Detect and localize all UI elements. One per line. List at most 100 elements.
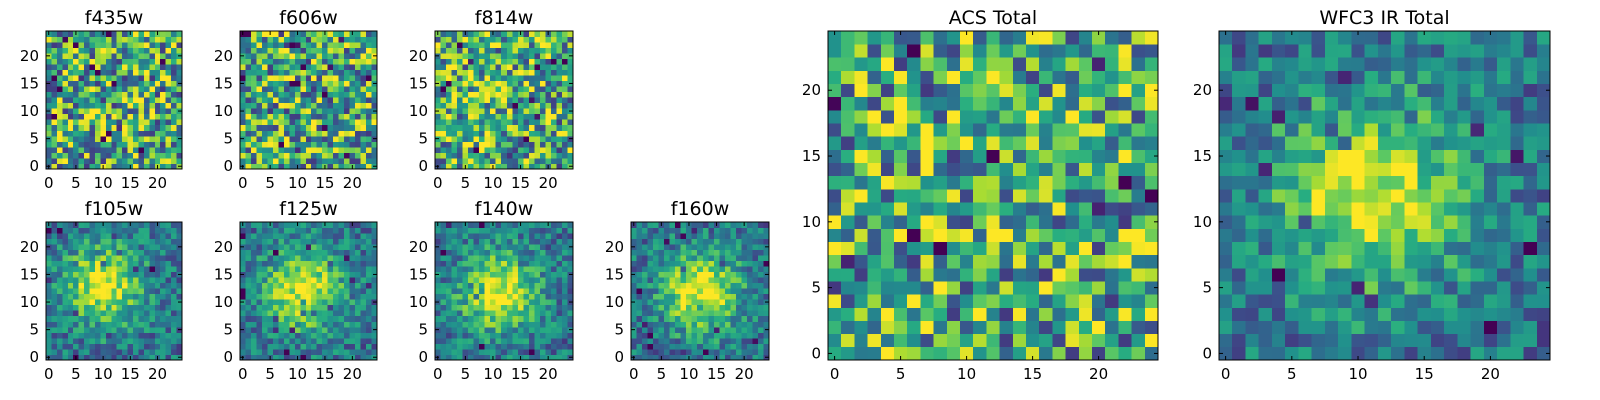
heatmap-cell (999, 346, 1014, 361)
heatmap-cell (664, 293, 671, 300)
heatmap-cell (473, 315, 480, 322)
heatmap-cell (501, 222, 508, 228)
heatmap-cell (440, 266, 447, 273)
heatmap-cell (828, 281, 842, 295)
heatmap-cell (545, 288, 552, 295)
heatmap-cell (289, 91, 296, 98)
heatmap-cell (550, 244, 557, 250)
heatmap-cell (245, 326, 252, 333)
heatmap-cell (355, 135, 361, 142)
heatmap-cell (62, 332, 69, 339)
heatmap-cell (490, 58, 497, 65)
heatmap-cell (479, 337, 486, 344)
heatmap-cell (556, 321, 563, 328)
y-tick-label: 20 (20, 47, 39, 65)
y-tick-label: 0 (614, 348, 624, 366)
heatmap-cell (1026, 320, 1040, 335)
heatmap-cell (1118, 241, 1132, 256)
heatmap-cell (94, 157, 101, 164)
heatmap-cell (880, 215, 895, 229)
heatmap-cell (490, 326, 497, 333)
x-tick-label: 0 (44, 365, 54, 383)
heatmap-cell (289, 343, 296, 350)
heatmap-cell (446, 97, 452, 104)
heatmap-cell (116, 141, 123, 148)
heatmap-cell (176, 97, 183, 104)
heatmap-cell (349, 113, 356, 120)
heatmap-cell (741, 288, 748, 295)
heatmap-cell (1144, 307, 1159, 321)
heatmap-cell (512, 108, 519, 115)
heatmap-cell (62, 249, 69, 256)
heatmap-cell (757, 326, 764, 333)
heatmap-cell (327, 80, 334, 87)
heatmap-cell (495, 53, 502, 59)
heatmap-cell (311, 42, 318, 48)
heatmap-cell (160, 130, 167, 137)
heatmap-cell (283, 304, 290, 311)
heatmap-cell (165, 75, 172, 82)
heatmap-cell (176, 31, 183, 37)
heatmap-cell (133, 321, 139, 328)
heatmap-cell (664, 326, 671, 333)
heatmap-cell (545, 343, 552, 350)
heatmap-cell (636, 288, 643, 295)
heatmap-cell (1026, 162, 1040, 177)
heatmap-cell (556, 53, 563, 59)
heatmap-cell (311, 130, 318, 137)
heatmap-cell (534, 288, 541, 295)
heatmap-cell (240, 64, 246, 71)
heatmap-cell (138, 321, 145, 328)
heatmap-cell (338, 260, 345, 267)
heatmap-cell (78, 332, 85, 339)
heatmap-cell (894, 346, 908, 361)
heatmap-cell (56, 130, 63, 137)
heatmap-cell (1012, 215, 1027, 229)
heatmap-cell (165, 130, 172, 137)
heatmap-cell (165, 47, 172, 54)
heatmap-cell (67, 80, 74, 87)
heatmap-cell (366, 135, 372, 142)
heatmap-cell (946, 267, 961, 282)
heatmap-cell (1065, 241, 1080, 256)
heatmap-cell (105, 255, 112, 262)
heatmap-cell (894, 307, 908, 321)
heatmap-cell (366, 304, 372, 311)
heatmap-cell (933, 228, 948, 242)
heatmap-cell (366, 282, 372, 289)
heatmap-cell (305, 227, 312, 234)
heatmap-cell (100, 238, 107, 245)
heatmap-cell (67, 86, 74, 93)
heatmap-cell (338, 108, 345, 115)
y-tick-label: 5 (418, 321, 428, 339)
heatmap-cell (680, 299, 687, 306)
heatmap-cell (305, 249, 312, 256)
y-tick-label: 10 (214, 293, 233, 311)
heatmap-cell (51, 36, 58, 43)
heatmap-cell (523, 86, 530, 93)
heatmap-cell (78, 97, 85, 104)
heatmap-cell (490, 244, 497, 250)
heatmap-cell (550, 260, 557, 267)
heatmap-cell (73, 42, 80, 48)
heatmap-cell (100, 348, 107, 355)
heatmap-cell (741, 332, 748, 339)
heatmap-cell (133, 332, 139, 339)
heatmap-cell (495, 146, 502, 153)
heatmap-cell (468, 310, 475, 317)
heatmap-cell (446, 277, 452, 284)
heatmap-cell (567, 222, 574, 228)
heatmap-cell (46, 255, 52, 262)
heatmap-cell (517, 255, 524, 262)
heatmap-cell (73, 36, 80, 43)
heatmap-cell (528, 36, 535, 43)
heatmap-cell (691, 222, 698, 228)
heatmap-cell (697, 244, 704, 250)
heatmap-cell (84, 42, 90, 48)
heatmap-cell (349, 80, 356, 87)
heatmap-cell (539, 348, 546, 355)
heatmap-cell (171, 315, 177, 322)
heatmap-cell (56, 354, 63, 361)
heatmap-cell (294, 348, 301, 355)
heatmap-cell (523, 47, 530, 54)
